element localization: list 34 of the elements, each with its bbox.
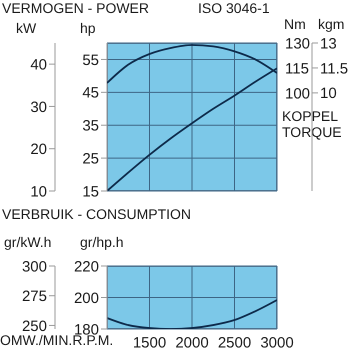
y2-tick-label: 10 <box>30 183 47 200</box>
y-tick-label: 115 <box>285 60 309 78</box>
y-tick-label: 220 <box>74 258 99 276</box>
y-axis-title: Nm <box>284 16 306 32</box>
y-tick-label: 15 <box>82 183 99 200</box>
chart-title: VERBRUIK - CONSUMPTION <box>2 206 192 222</box>
y2-tick-label: 40 <box>30 56 47 74</box>
y2-axis-title: kW <box>16 20 36 36</box>
y2-tick-label: 275 <box>22 288 47 306</box>
text: KOPPEL TORQUE <box>282 108 343 140</box>
y-tick-label: 55 <box>82 52 99 69</box>
y2-tick-label: 30 <box>30 98 47 116</box>
y2-tick-label: 11.5 <box>320 60 348 78</box>
x-tick-label: 2500 <box>218 334 252 350</box>
text: ISO 3046-1 <box>198 0 270 16</box>
x-tick-label: 1500 <box>132 334 166 350</box>
y-axis-title: hp <box>80 20 96 36</box>
y-tick-label: 35 <box>82 118 99 135</box>
y2-tick-label: 13 <box>320 35 337 52</box>
x-tick-label: 3000 <box>260 334 294 350</box>
y2-axis-title: gr/kW.h <box>4 234 52 250</box>
x-tick-label: 2000 <box>175 334 209 350</box>
y-tick-label: 25 <box>82 150 99 168</box>
y2-tick-label: 300 <box>22 258 47 276</box>
y-tick-label: 130 <box>285 35 310 52</box>
y-tick-label: 45 <box>82 84 99 102</box>
y-tick-label: 100 <box>285 85 310 102</box>
y-axis-title: gr/hp.h <box>80 234 124 250</box>
y-tick-label: 200 <box>74 290 99 307</box>
y2-tick-label: 10 <box>320 85 337 102</box>
y2-tick-label: 250 <box>22 318 47 335</box>
y2-axis-title: kgm <box>318 16 344 32</box>
chart-title: VERMOGEN - POWER <box>2 0 150 16</box>
y2-tick-label: 20 <box>30 141 47 158</box>
